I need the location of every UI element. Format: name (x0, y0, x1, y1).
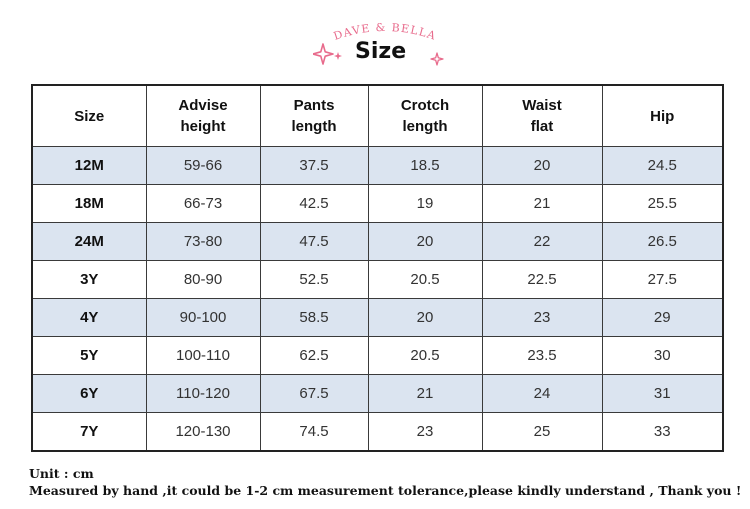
cell-waist-flat: 20 (481, 146, 603, 185)
cell-pants-length: 67.5 (259, 374, 369, 413)
cell-pants-length: 47.5 (259, 222, 369, 261)
cell-crotch-length: 21 (367, 374, 483, 413)
cell-waist-flat: 23.5 (481, 336, 603, 375)
table-row: 18M 66-73 42.5 19 21 25.5 (31, 184, 724, 223)
table-row: 7Y 120-130 74.5 23 25 33 (31, 412, 724, 452)
cell-crotch-length: 18.5 (367, 146, 483, 185)
cell-waist-flat: 22.5 (481, 260, 603, 299)
cell-size: 7Y (31, 412, 147, 452)
measurement-note: Measured by hand ,it could be 1-2 cm mea… (29, 483, 742, 498)
column-header-waist-flat: Waist flat (481, 84, 603, 147)
column-header-hip: Hip (601, 84, 724, 147)
cell-pants-length: 37.5 (259, 146, 369, 185)
cell-size: 24M (31, 222, 147, 261)
cell-advise-height: 100-110 (145, 336, 261, 375)
cell-waist-flat: 22 (481, 222, 603, 261)
column-header-size: Size (31, 84, 147, 147)
cell-hip: 26.5 (601, 222, 724, 261)
cell-hip: 30 (601, 336, 724, 375)
cell-advise-height: 120-130 (145, 412, 261, 452)
table-row: 4Y 90-100 58.5 20 23 29 (31, 298, 724, 337)
cell-size: 12M (31, 146, 147, 185)
cell-pants-length: 58.5 (259, 298, 369, 337)
page-title: Size (355, 39, 407, 64)
cell-waist-flat: 24 (481, 374, 603, 413)
cell-hip: 33 (601, 412, 724, 452)
cell-waist-flat: 21 (481, 184, 603, 223)
column-header-crotch-length: Crotch length (367, 84, 483, 147)
cell-advise-height: 80-90 (145, 260, 261, 299)
cell-pants-length: 52.5 (259, 260, 369, 299)
cell-advise-height: 90-100 (145, 298, 261, 337)
cell-hip: 29 (601, 298, 724, 337)
cell-size: 5Y (31, 336, 147, 375)
cell-advise-height: 73-80 (145, 222, 261, 261)
cell-crotch-length: 19 (367, 184, 483, 223)
table-row: 5Y 100-110 62.5 20.5 23.5 30 (31, 336, 724, 375)
cell-advise-height: 66-73 (145, 184, 261, 223)
cell-pants-length: 74.5 (259, 412, 369, 452)
cell-crotch-length: 23 (367, 412, 483, 452)
cell-crotch-length: 20 (367, 298, 483, 337)
table-row: 6Y 110-120 67.5 21 24 31 (31, 374, 724, 413)
table-row: 12M 59-66 37.5 18.5 20 24.5 (31, 146, 724, 185)
cell-waist-flat: 25 (481, 412, 603, 452)
cell-size: 6Y (31, 374, 147, 413)
cell-crotch-length: 20.5 (367, 336, 483, 375)
size-chart-table: Size Advise height Pants length Crotch l… (31, 84, 724, 452)
table-row: 24M 73-80 47.5 20 22 26.5 (31, 222, 724, 261)
cell-advise-height: 59-66 (145, 146, 261, 185)
cell-crotch-length: 20.5 (367, 260, 483, 299)
cell-hip: 27.5 (601, 260, 724, 299)
brand-logo: DAVE & BELLA (332, 21, 437, 43)
table-header-row: Size Advise height Pants length Crotch l… (31, 84, 724, 147)
sparkle-icon (430, 52, 444, 66)
cell-hip: 31 (601, 374, 724, 413)
cell-pants-length: 42.5 (259, 184, 369, 223)
cell-advise-height: 110-120 (145, 374, 261, 413)
cell-crotch-length: 20 (367, 222, 483, 261)
unit-note: Unit : cm (29, 466, 94, 481)
column-header-pants-length: Pants length (259, 84, 369, 147)
cell-hip: 24.5 (601, 146, 724, 185)
cell-pants-length: 62.5 (259, 336, 369, 375)
column-header-advise-height: Advise height (145, 84, 261, 147)
cell-hip: 25.5 (601, 184, 724, 223)
table-row: 3Y 80-90 52.5 20.5 22.5 27.5 (31, 260, 724, 299)
cell-size: 3Y (31, 260, 147, 299)
cell-size: 18M (31, 184, 147, 223)
sparkle-icon (313, 43, 342, 65)
cell-waist-flat: 23 (481, 298, 603, 337)
cell-size: 4Y (31, 298, 147, 337)
